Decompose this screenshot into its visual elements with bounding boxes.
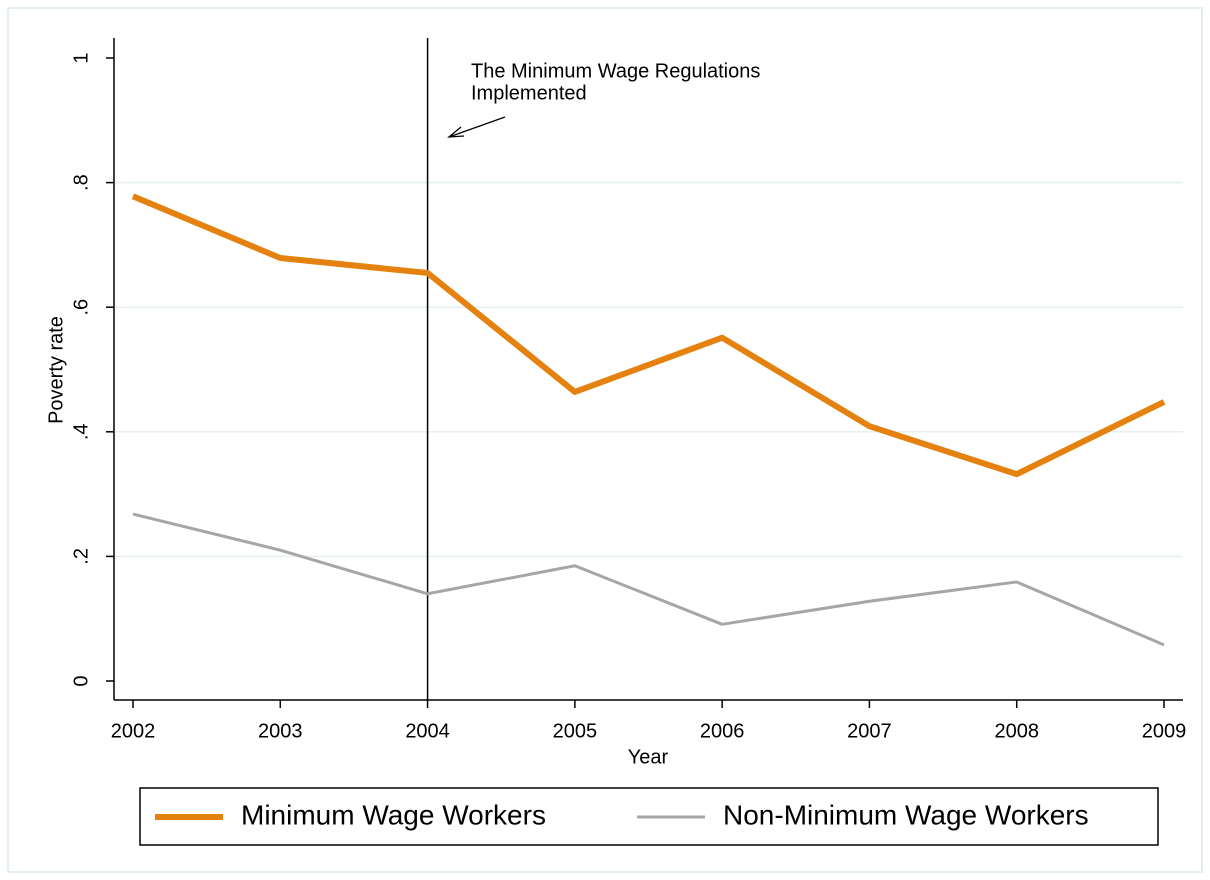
x-tick-label: 2007 xyxy=(847,720,892,742)
grid xyxy=(114,181,1183,558)
legend-label: Non-Minimum Wage Workers xyxy=(723,799,1089,830)
y-tick-label: 0 xyxy=(70,675,92,686)
annotation: The Minimum Wage Regulations xyxy=(471,60,760,82)
x-tick-label: 2006 xyxy=(700,720,745,742)
series-line xyxy=(132,512,1165,647)
y-tick-label: 1 xyxy=(70,52,92,63)
x-tick-label: 2009 xyxy=(1142,720,1187,742)
y-tick-label: .6 xyxy=(70,299,92,316)
x-tick-label: 2002 xyxy=(111,720,156,742)
x-tick-label: 2005 xyxy=(553,720,598,742)
y-tick-label: .4 xyxy=(70,423,92,440)
annotation-arrow xyxy=(447,116,506,138)
x-axis-title: Year xyxy=(628,746,669,768)
axes xyxy=(113,38,1183,701)
frame xyxy=(7,7,1203,873)
legend-label: Minimum Wage Workers xyxy=(241,799,546,830)
y-tick-label: .2 xyxy=(70,548,92,565)
x-tick-label: 2008 xyxy=(994,720,1039,742)
y-axis-title: Poverty rate xyxy=(45,316,67,424)
series-line xyxy=(131,193,1166,478)
x-tick-label: 2003 xyxy=(258,720,303,742)
legend xyxy=(139,787,1159,846)
annotation: Implemented xyxy=(471,82,587,104)
y-tick-label: .8 xyxy=(70,174,92,191)
x-tick-label: 2004 xyxy=(405,720,450,742)
